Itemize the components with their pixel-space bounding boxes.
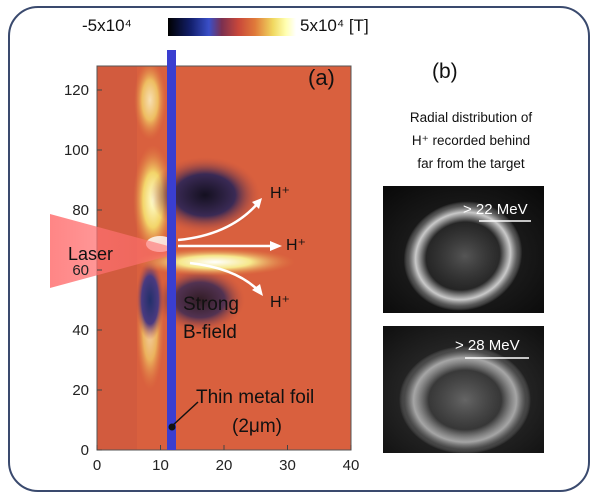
y-tick-label: 0 — [81, 442, 89, 459]
strong-b-field-label-line2: B-field — [183, 322, 237, 343]
foil-label-line1: Thin metal foil — [196, 387, 314, 408]
proton-arrow-up-head — [252, 198, 262, 209]
panel-b-label: (b) — [432, 60, 458, 83]
proton-image-28mev-graphic: > 28 MeV — [383, 326, 544, 453]
foil-label-line2: (2μm) — [232, 416, 282, 437]
proton-arrow-straight-head — [270, 241, 282, 251]
proton-image-22mev: > 22 MeV — [383, 186, 544, 313]
proton-image-22mev-graphic: > 22 MeV — [383, 186, 544, 313]
y-tick-label: 100 — [64, 142, 89, 159]
energy-label: > 28 MeV — [455, 337, 520, 354]
proton-label-straight: H⁺ — [286, 237, 306, 254]
y-axis: 0 20 40 60 80 100 120 — [64, 82, 102, 459]
y-tick-label: 60 — [72, 262, 89, 279]
field-upper-glow — [134, 66, 166, 140]
field-left-dark — [136, 260, 164, 340]
x-axis: 0 10 20 30 40 — [93, 445, 360, 474]
foil-pointer-dot — [168, 423, 176, 431]
colorbar-min-label: -5x10⁴ — [82, 16, 132, 35]
proton-ring — [403, 201, 523, 311]
caption-line: far from the target — [417, 156, 525, 171]
colorbar-max-label: 5x10⁴ [T] — [300, 16, 369, 35]
colorbar — [168, 18, 296, 36]
proton-label-down: H⁺ — [270, 294, 290, 311]
proton-arrow-down-head — [252, 284, 263, 296]
figure-frame — [8, 6, 590, 492]
strong-b-field-label-line1: Strong — [183, 294, 239, 315]
y-tick-label: 20 — [72, 382, 89, 399]
energy-label: > 22 MeV — [463, 201, 528, 218]
proton-label-up: H⁺ — [270, 185, 290, 202]
metal-foil — [167, 50, 176, 450]
x-tick-label: 20 — [216, 457, 233, 474]
panel-b-caption: Radial distribution of H⁺ recorded behin… — [366, 106, 576, 175]
proton-image-28mev: > 28 MeV — [383, 326, 544, 453]
proton-ring — [399, 346, 531, 453]
laser-label: Laser — [68, 244, 113, 264]
caption-line: H⁺ recorded behind — [411, 133, 531, 148]
field-dark-region-lower — [155, 268, 245, 332]
laser-beam — [50, 214, 172, 288]
proton-arrow-down — [189, 261, 259, 291]
colorbar-gradient — [168, 18, 296, 36]
x-tick-label: 30 — [279, 457, 296, 474]
y-tick-label: 40 — [72, 322, 89, 339]
field-dark-region-upper — [150, 157, 260, 233]
x-tick-label: 40 — [343, 457, 360, 474]
y-tick-label: 80 — [72, 202, 89, 219]
y-tick-label: 120 — [64, 82, 89, 99]
x-tick-label: 10 — [152, 457, 169, 474]
x-tick-label: 0 — [93, 457, 101, 474]
foil-pointer-line — [171, 401, 199, 427]
caption-line: Radial distribution of — [409, 110, 533, 125]
proton-arrow-up — [177, 202, 259, 242]
panel-a-label: (a) — [308, 65, 335, 90]
